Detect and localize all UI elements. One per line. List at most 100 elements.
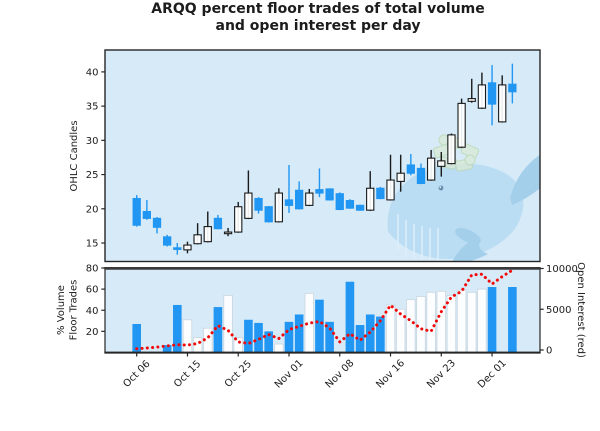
volume-bar-white: [446, 295, 457, 353]
volume-bar-blue: [345, 281, 355, 353]
volume-bar-white: [426, 291, 436, 353]
volume-bar-white: [467, 291, 477, 353]
candle-up: [193, 234, 202, 245]
candle-up: [457, 102, 466, 148]
candle-up: [223, 231, 233, 235]
chart-title-line1: ARQQ percent floor trades of total volum…: [151, 1, 485, 17]
y-tick-label: 30: [86, 136, 99, 147]
volume-bar-blue: [173, 304, 182, 353]
volume-bar-white: [182, 319, 193, 353]
volume-bar-white: [223, 295, 233, 353]
volume-bar-blue: [162, 345, 172, 353]
candle-down: [132, 197, 141, 226]
volume-y-axis-label-line1: % Volume: [56, 285, 67, 335]
y-tick-label: 40: [86, 67, 99, 78]
volume-tick-label: 60: [86, 285, 99, 296]
candle-down: [345, 200, 355, 209]
candle-up: [396, 172, 405, 182]
volume-tick-label: 80: [86, 264, 99, 275]
oi-tick-label: 0: [546, 346, 552, 357]
volume-bar-blue: [315, 299, 324, 353]
ohlc-panel: 15 20 25 30 35 40 OHLC Candles: [69, 49, 541, 263]
volume-bar-blue: [244, 319, 253, 353]
y-tick-label: 15: [86, 239, 99, 250]
candle-down: [325, 188, 334, 201]
volume-bar-blue: [284, 321, 294, 353]
whale-eye-glint: [439, 186, 442, 188]
y-tick-label: 25: [86, 170, 99, 181]
candle-down: [355, 204, 365, 211]
candle-down: [294, 189, 304, 210]
candle-up: [234, 206, 243, 233]
whale-tail-icon: [510, 154, 540, 205]
whale-eye: [438, 185, 444, 191]
candle-down: [163, 236, 172, 246]
whale-watermark: [387, 134, 540, 262]
candle-up: [274, 192, 283, 223]
candle-down: [406, 164, 415, 174]
candle-down: [376, 187, 385, 200]
candle-down: [254, 197, 263, 211]
candle-up: [447, 134, 456, 165]
candle-up: [305, 192, 314, 206]
candle-down: [173, 247, 182, 250]
candle-up: [386, 179, 395, 201]
open-interest-dotted-line: [135, 268, 514, 351]
y-tick-label: 20: [86, 204, 99, 215]
candle-up: [467, 98, 476, 102]
candle-up: [426, 157, 436, 181]
volume-bar-blue: [132, 323, 141, 353]
whale-fin: [455, 227, 481, 245]
volume-bar-white: [385, 304, 396, 353]
volume-bar-blue: [325, 321, 334, 353]
volume-y-axis-label-line2: Floor Trades: [69, 280, 80, 341]
candle-up: [498, 84, 507, 123]
volume-bar-white: [406, 299, 416, 353]
candle-down: [508, 83, 517, 93]
candlestick-series: [132, 63, 517, 255]
ohlc-panel-border: [104, 49, 541, 263]
oi-tick-label: 10000: [546, 264, 578, 275]
volume-bar-white: [274, 343, 284, 353]
candle-down: [264, 206, 273, 223]
y-tick-label: 35: [86, 102, 99, 113]
volume-bar-white: [477, 288, 487, 353]
volume-tick-label: 40: [86, 306, 99, 317]
candle-up: [203, 226, 212, 243]
volume-bar-white: [456, 289, 467, 353]
candle-down: [142, 210, 152, 219]
candle-up: [437, 160, 446, 167]
volume-bar-blue: [508, 287, 517, 353]
candle-down: [335, 193, 344, 211]
whale-belly-stripes: [397, 214, 439, 261]
candle-down: [284, 199, 294, 206]
volume-bar-blue: [487, 287, 497, 353]
open-interest-axis-label: Open Interest (red): [575, 262, 586, 358]
candle-down: [213, 217, 223, 230]
candle-down: [416, 167, 426, 185]
candle-down: [315, 189, 324, 194]
volume-bar-blue: [294, 314, 304, 353]
candle-down: [487, 82, 497, 105]
volume-bar-blue: [213, 307, 223, 353]
candle-up: [366, 187, 375, 211]
candle-down: [152, 217, 162, 228]
volume-bar-white: [395, 308, 406, 353]
chart-title-line2: and open interest per day: [216, 18, 421, 34]
oi-tick-label: 5000: [546, 305, 571, 316]
volume-bar-blue: [254, 322, 263, 353]
volume-bar-blue: [376, 316, 385, 353]
ohlc-y-axis: 15 20 25 30 35 40: [86, 67, 105, 250]
candle-up: [183, 244, 192, 251]
volume-bar-white: [304, 292, 315, 353]
ohlc-y-axis-label: OHLC Candles: [69, 120, 80, 191]
volume-bar-white: [436, 290, 446, 353]
volume-bar-white: [416, 296, 426, 353]
candle-up: [477, 84, 487, 109]
candle-up: [244, 192, 253, 219]
volume-bar-blue: [264, 331, 273, 353]
volume-tick-label: 20: [86, 327, 99, 338]
whale-bottom-fluke-icon: [452, 238, 488, 262]
